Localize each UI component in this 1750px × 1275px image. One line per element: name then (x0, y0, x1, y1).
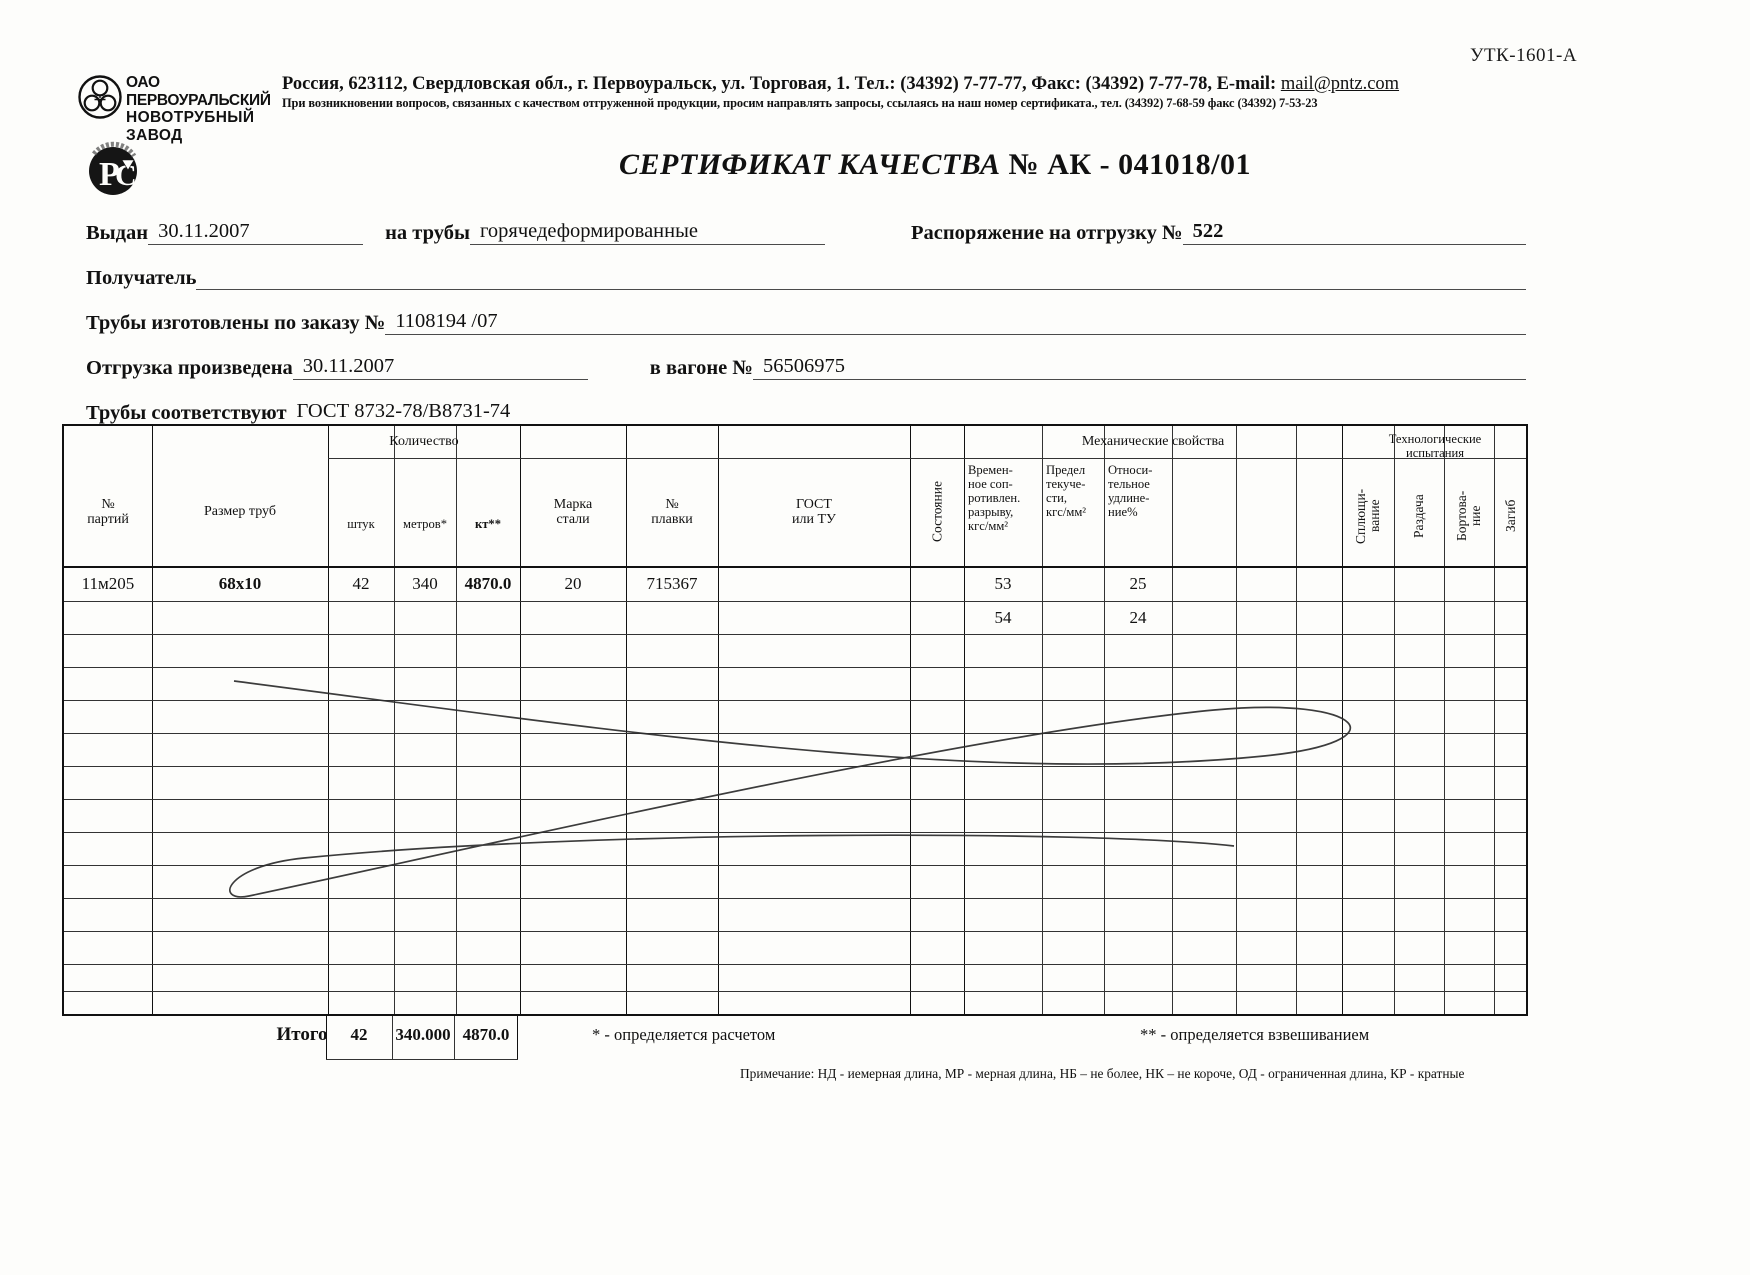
header-qty-kg: кт** (474, 517, 502, 531)
company-logo: ОАО ПЕРВОУРАЛЬСКИЙ НОВОТРУБНЫЙ ЗАВОД (78, 74, 278, 144)
svg-text:P: P (99, 156, 120, 193)
form-row-shipment: Отгрузка произведена 30.11.2007 в вагоне… (86, 335, 1526, 380)
wagon-value[interactable]: 56506975 (752, 355, 1526, 380)
table-row: 68х10 (218, 573, 262, 593)
pipes-label: на трубы (385, 222, 470, 244)
ship-order-value[interactable]: 522 (1182, 220, 1526, 245)
header-melt-no: № плавки (651, 496, 693, 528)
header-tensile: Времен- ное соп- ротивлен. разрыву, кгс/… (968, 463, 1021, 533)
header-lot-no: № партий (87, 496, 129, 528)
shipment-label: Отгрузка произведена (86, 357, 293, 379)
gost-r-certification-icon: P C (82, 138, 144, 200)
total-kg: 4870.0 (462, 1025, 510, 1044)
header-yield: Предел текуче- сти, кгс/мм² (1046, 463, 1087, 519)
company-name: ОАО ПЕРВОУРАЛЬСКИЙ НОВОТРУБНЫЙ ЗАВОД (126, 74, 278, 144)
table-row: 715367 (646, 573, 698, 593)
table-row: 53 (994, 573, 1012, 593)
company-address-text: Россия, 623112, Свердловская обл., г. Пе… (282, 74, 1277, 94)
footnote-doublestar: ** - определяется взвешиванием (1140, 1025, 1370, 1044)
footnote-star: * - определяется расчетом (592, 1025, 776, 1044)
recipient-value[interactable] (196, 266, 1526, 290)
letterhead: ОАО ПЕРВОУРАЛЬСКИЙ НОВОТРУБНЫЙ ЗАВОД Рос… (78, 74, 1528, 144)
table-row: 20 (564, 573, 582, 593)
document-code: УТК-1601-А (1470, 45, 1578, 66)
table-row: 54 (994, 607, 1012, 627)
form-row-conformity: Трубы соответствуют ГОСТ 8732-78/В8731-7… (86, 380, 1526, 425)
table-row: 4870.0 (464, 573, 512, 593)
table-row: 25 (1129, 573, 1147, 593)
header-expansion: Раздача (1411, 494, 1426, 538)
wagon-label: в вагоне № (649, 357, 753, 379)
header-flattening: Сплющи- вание (1353, 488, 1382, 544)
shipment-value[interactable]: 30.11.2007 (292, 355, 588, 380)
order-value[interactable]: 1108194 /07 (385, 310, 1526, 335)
header-qty-pieces: штук (347, 517, 375, 531)
header-mech-extra-1 (1172, 460, 1236, 566)
table-row: 24 (1129, 607, 1147, 627)
header-qty-meters: метров* (402, 517, 448, 531)
pipes-value[interactable]: горячедеформированные (470, 220, 825, 245)
header-mech-extra-2 (1236, 460, 1296, 566)
svg-text:C: C (115, 159, 137, 192)
total-meters: 340.000 (395, 1025, 451, 1044)
header-flanging: Бортова- ние (1454, 490, 1483, 542)
issued-value[interactable]: 30.11.2007 (148, 220, 364, 245)
company-name-line2: НОВОТРУБНЫЙ ЗАВОД (126, 109, 255, 144)
header-mech-props: Механические свойства (1081, 434, 1225, 450)
form-row-order: Трубы изготовлены по заказу № 1108194 /0… (86, 290, 1526, 335)
certificate-number: АК - 041018/01 (1047, 148, 1251, 181)
pipes-table: Количество Механические свойства Техноло… (62, 424, 1528, 1016)
quality-notice: При возникновении вопросов, связанных с … (282, 96, 1318, 110)
footnote-remark: Примечание: НД - иемерная длина, МР - ме… (740, 1066, 1465, 1081)
header-condition: Состояние (929, 481, 945, 543)
ship-order-label: Распоряжение на отгрузку № (911, 222, 1183, 244)
company-name-line1: ОАО ПЕРВОУРАЛЬСКИЙ (126, 74, 271, 109)
contact-block: Россия, 623112, Свердловская обл., г. Пе… (278, 74, 1528, 111)
total-pieces: 42 (350, 1025, 368, 1044)
table-row: 340 (412, 573, 438, 593)
header-elongation: Относи- тельное удлине- ние% (1108, 463, 1153, 519)
header-steel-grade: Марка стали (553, 496, 593, 528)
header-gost-or-tu: ГОСТ или ТУ (792, 496, 836, 528)
totals-row: Итого 42 340.000 4870.0 (62, 1016, 1528, 1060)
form-row-recipient: Получатель (86, 245, 1526, 290)
table-row: 42 (352, 573, 370, 593)
recipient-label: Получатель (86, 267, 197, 289)
page-title-text: СЕРТИФИКАТ КАЧЕСТВА (619, 148, 1001, 181)
header-quantity: Количество (389, 434, 459, 450)
company-address: Россия, 623112, Свердловская обл., г. Пе… (282, 74, 1528, 95)
certificate-number-label: № (1008, 148, 1040, 181)
company-email[interactable]: mail@pntz.com (1280, 74, 1400, 94)
header-bending: Загиб (1503, 499, 1518, 533)
order-label: Трубы изготовлены по заказу № (86, 312, 386, 334)
conformity-label: Трубы соответствуют (86, 402, 287, 424)
page-title: СЕРТИФИКАТ КАЧЕСТВА № АК - 041018/01 (0, 148, 1750, 182)
header-pipe-size: Размер труб (204, 504, 276, 520)
form-fields: Выдан 30.11.2007 на трубы горячедеформир… (86, 200, 1526, 425)
three-rings-logo-icon (78, 75, 122, 119)
form-row-issued: Выдан 30.11.2007 на трубы горячедеформир… (86, 200, 1526, 245)
total-label: Итого (276, 1024, 328, 1045)
conformity-value[interactable]: ГОСТ 8732-78/В8731-74 (286, 400, 1526, 425)
table-row: 11м205 (81, 573, 135, 593)
header-tech-tests: Технологические испытания (1388, 432, 1482, 460)
issued-label: Выдан (86, 222, 149, 244)
